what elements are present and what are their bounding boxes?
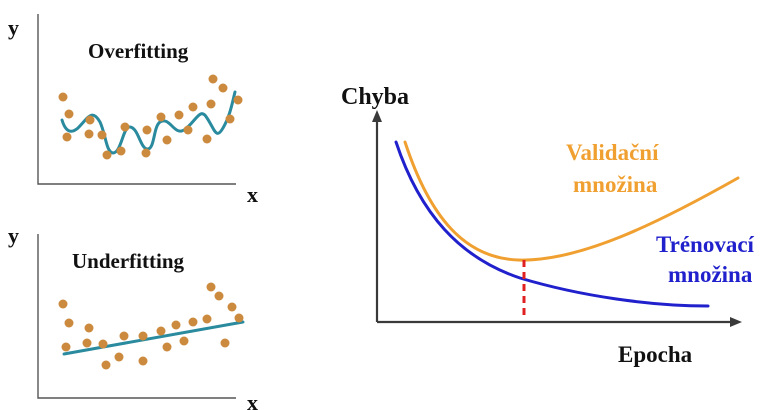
data-point — [188, 317, 198, 327]
data-point — [97, 130, 107, 140]
data-point — [82, 338, 92, 348]
data-point — [202, 134, 212, 144]
error-chart: Chyba Epocha Validační množina Trénovací… — [341, 84, 755, 367]
data-point — [101, 360, 111, 370]
data-point — [208, 74, 218, 84]
data-point — [156, 112, 166, 122]
data-point — [179, 336, 189, 346]
underfitting-model-line — [62, 320, 245, 356]
data-point — [162, 342, 172, 352]
data-point — [85, 115, 95, 125]
overfitting-axes — [37, 14, 236, 185]
overfitting-title: Overfitting — [88, 39, 189, 63]
data-point — [98, 339, 108, 349]
data-point — [102, 150, 112, 160]
data-point — [120, 122, 130, 132]
data-point — [171, 320, 181, 330]
data-point — [84, 129, 94, 139]
y-axis-arrow-icon — [372, 110, 382, 122]
data-point — [58, 299, 68, 309]
validation-error-curve — [403, 140, 740, 262]
underfitting-y-label: y — [8, 223, 19, 248]
underfitting-axes — [37, 234, 236, 399]
data-point — [188, 102, 198, 112]
data-point — [141, 148, 151, 158]
data-point — [227, 302, 237, 312]
data-point — [114, 352, 124, 362]
data-point — [206, 282, 216, 292]
data-point — [218, 83, 228, 93]
data-point — [138, 356, 148, 366]
data-point — [162, 135, 172, 145]
data-point — [206, 99, 216, 109]
training-error-curve — [394, 140, 710, 308]
data-point — [225, 114, 235, 124]
data-point — [119, 331, 129, 341]
data-point — [214, 291, 224, 301]
data-point — [138, 331, 148, 341]
x-axis-arrow-icon — [730, 317, 742, 327]
overfitting-panel: y x Overfitting — [8, 14, 258, 207]
underfitting-data-points — [58, 282, 244, 370]
data-point — [62, 132, 72, 142]
data-point — [61, 342, 71, 352]
data-point — [116, 146, 126, 156]
data-point — [64, 318, 74, 328]
error-chart-x-label: Epocha — [618, 342, 693, 367]
data-point — [183, 125, 193, 135]
data-point — [234, 313, 244, 323]
underfitting-x-label: x — [247, 390, 258, 410]
data-point — [233, 95, 243, 105]
overfitting-data-points — [58, 74, 243, 160]
data-point — [58, 92, 68, 102]
underfitting-title: Underfitting — [72, 249, 184, 273]
underfitting-panel: y x Underfitting — [8, 223, 258, 410]
data-point — [84, 323, 94, 333]
data-point — [220, 338, 230, 348]
data-point — [142, 125, 152, 135]
training-label-line1: Trénovací — [656, 232, 755, 257]
training-label-line2: množina — [668, 262, 753, 287]
overfitting-x-label: x — [247, 182, 258, 207]
validation-label-line2: množina — [573, 172, 658, 197]
data-point — [64, 109, 74, 119]
data-point — [174, 110, 184, 120]
error-chart-y-label: Chyba — [341, 84, 409, 110]
overfitting-y-label: y — [8, 15, 19, 40]
data-point — [156, 326, 166, 336]
data-point — [202, 314, 212, 324]
validation-label-line1: Validační — [566, 140, 659, 165]
